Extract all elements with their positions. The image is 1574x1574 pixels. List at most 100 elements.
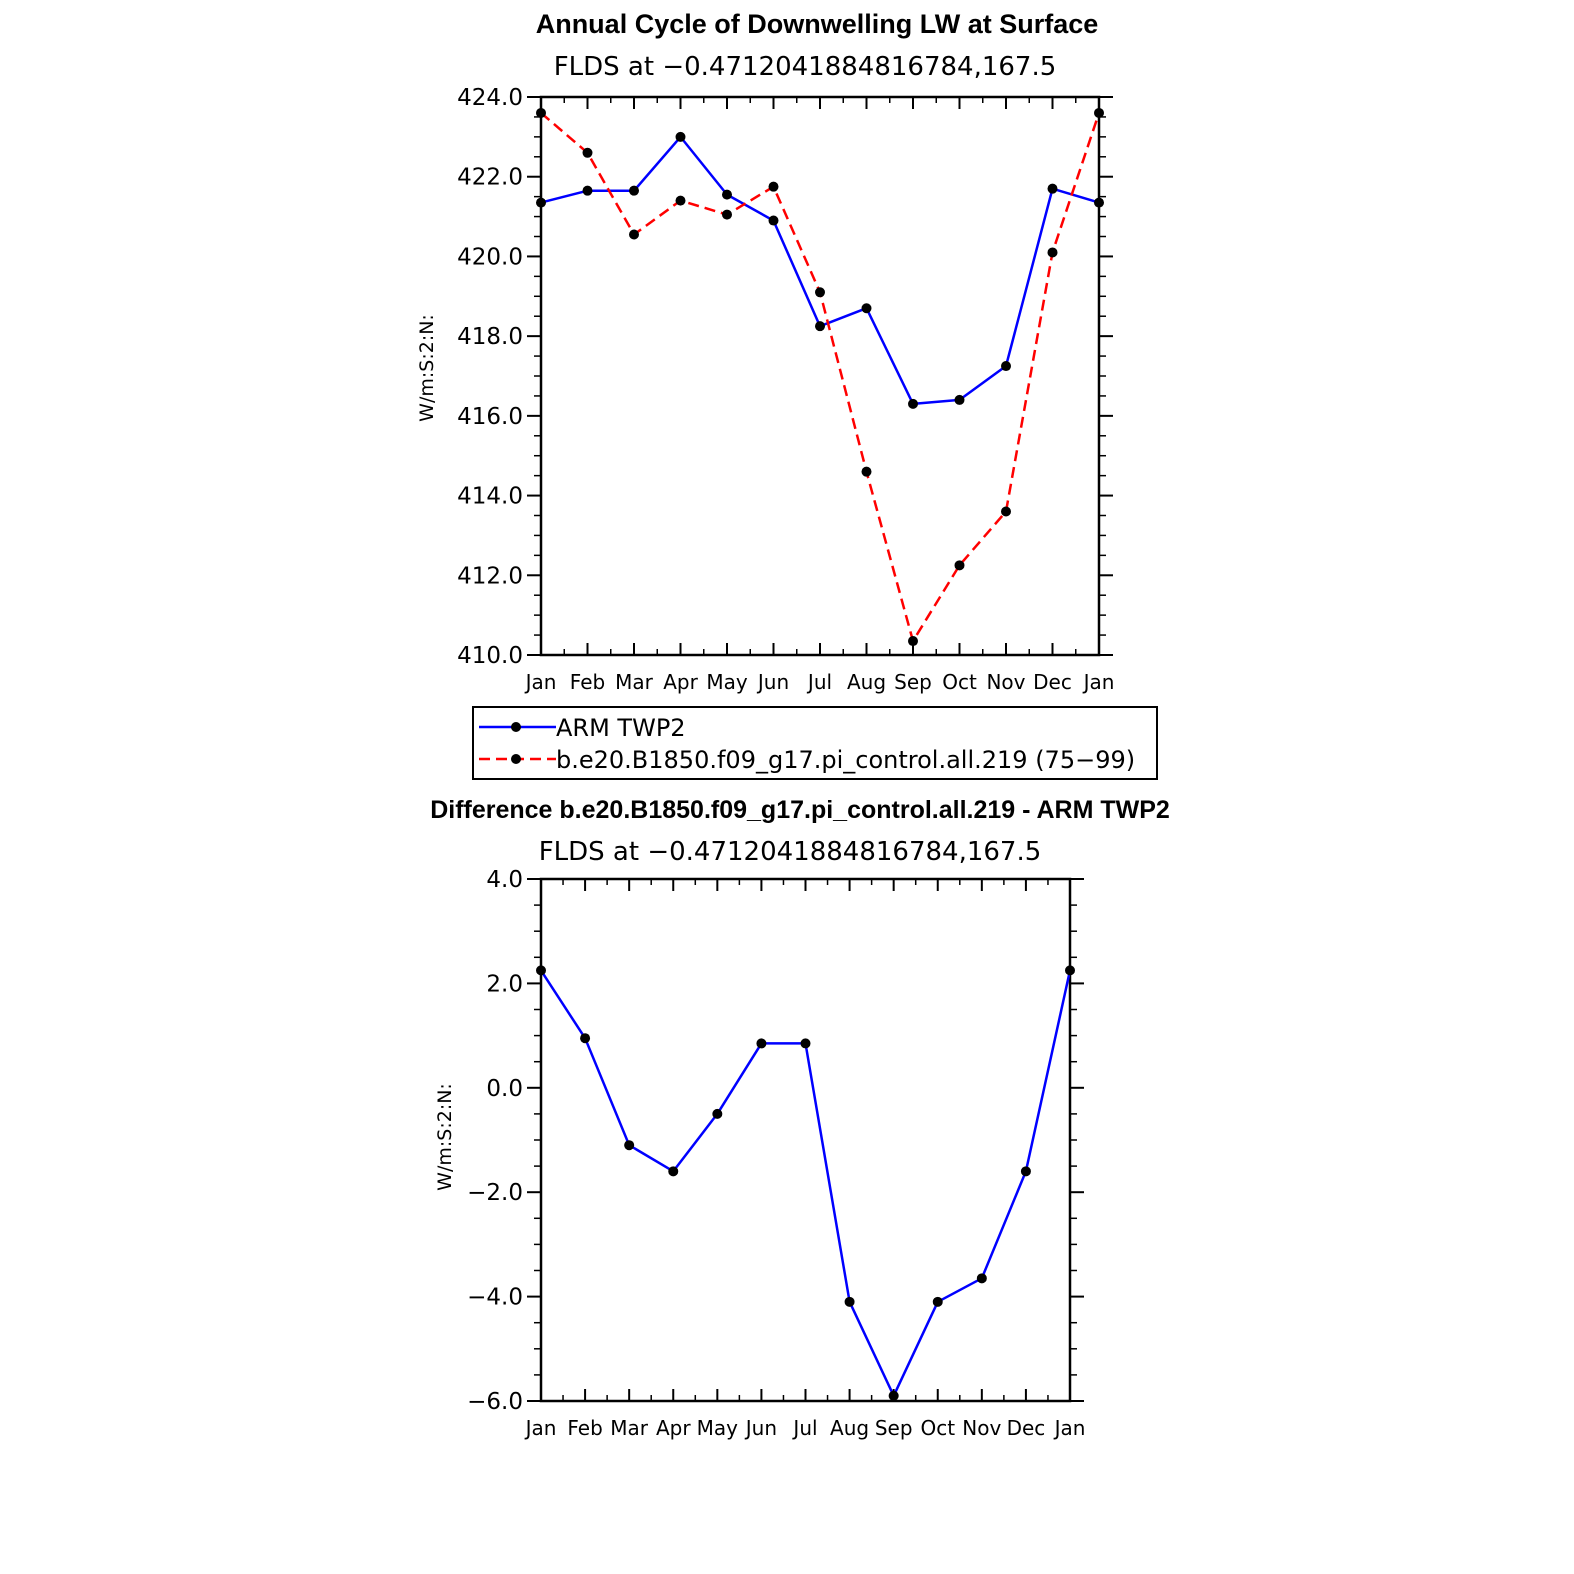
legend: ARM TWP2 b.e20.B1850.f09_g17.pi_control.… [472, 706, 1158, 780]
x-tick-label: Nov [962, 1416, 1001, 1440]
y-tick-label: 4.0 [486, 867, 523, 893]
data-point [768, 215, 779, 226]
x-tick-label: Jan [524, 1416, 557, 1440]
series-line-primary [539, 969, 1072, 1398]
data-point [888, 1390, 899, 1401]
data-point [668, 1166, 679, 1177]
data-point [536, 197, 546, 208]
x-tick-label: Jun [756, 670, 789, 694]
y-tick-label: 422.0 [457, 165, 523, 191]
data-point [1094, 197, 1104, 208]
legend-label-obs: ARM TWP2 [556, 714, 686, 742]
data-point [624, 1140, 635, 1151]
chart-title: Annual Cycle of Downwelling LW at Surfac… [536, 9, 1099, 39]
axes-frame [527, 95, 1113, 657]
x-tick-label: Jan [1082, 670, 1115, 694]
x-tick-label: Nov [986, 670, 1025, 694]
legend-marker-obs [511, 722, 521, 732]
y-tick-label: −6.0 [467, 1389, 523, 1415]
data-point [908, 398, 918, 409]
x-tick-label: Jun [744, 1416, 777, 1440]
chart-subtitle: FLDS at −0.4712041884816784,167.5 [554, 52, 1057, 82]
data-point [954, 560, 965, 571]
data-point [1047, 183, 1058, 194]
data-point [1065, 965, 1075, 976]
series-group [536, 965, 1075, 1401]
tick-labels: Jan Feb Mar Apr May Jun Jul Aug Sep Oct Nov Dec Jan−… [467, 867, 1085, 1440]
data-point [1001, 506, 1011, 517]
data-point [712, 1108, 723, 1119]
y-tick-label: 414.0 [457, 484, 523, 510]
tick-labels: Jan Feb Mar Apr May Jun Jul Aug Sep Oct Nov Dec Jan4… [457, 85, 1114, 694]
x-tick-label: Aug [830, 1416, 869, 1440]
x-tick-label: Apr [663, 670, 698, 694]
data-point [536, 107, 546, 118]
x-tick-label: Feb [570, 670, 605, 694]
legend-label-model: b.e20.B1850.f09_g17.pi_control.all.219 (… [556, 746, 1135, 774]
y-axis-label: W/m:S:2:N: [416, 314, 438, 422]
y-tick-label: 0.0 [486, 1076, 523, 1102]
data-point [861, 303, 872, 314]
data-point [582, 147, 593, 158]
x-tick-label: Jul [791, 1416, 817, 1440]
y-tick-label: 410.0 [457, 643, 523, 669]
annual-cycle-panel: Annual Cycle of Downwelling LW at Surfac… [416, 9, 1114, 694]
y-tick-label: 412.0 [457, 563, 523, 589]
data-point [756, 1038, 767, 1049]
x-tick-label: Apr [656, 1416, 691, 1440]
data-point [800, 1038, 811, 1049]
x-tick-label: Aug [847, 670, 886, 694]
x-tick-label: May [697, 1416, 739, 1440]
series-group [536, 107, 1104, 647]
x-tick-label: Mar [610, 1416, 649, 1440]
x-tick-label: Oct [920, 1416, 955, 1440]
x-tick-label: Dec [1033, 670, 1072, 694]
data-point [932, 1296, 943, 1307]
data-point [976, 1273, 987, 1284]
x-tick-label: May [706, 670, 748, 694]
data-point [844, 1296, 855, 1307]
data-point [861, 466, 872, 477]
data-point [908, 636, 918, 647]
chart-title: Difference b.e20.B1850.f09_g17.pi_contro… [430, 796, 1170, 824]
y-axis-label: W/m:S:2:N: [434, 1083, 456, 1191]
data-point [722, 189, 732, 200]
data-point [815, 321, 825, 332]
y-tick-label: −2.0 [467, 1180, 523, 1206]
data-point [1001, 361, 1011, 372]
y-tick-label: −4.0 [467, 1285, 523, 1311]
y-tick-label: 416.0 [457, 404, 523, 430]
data-point [722, 209, 732, 220]
data-point [768, 181, 779, 192]
data-point [536, 965, 546, 976]
data-point [1020, 1166, 1031, 1177]
y-tick-label: 420.0 [457, 244, 523, 270]
series-line-secondary [540, 111, 1101, 643]
y-tick-label: 2.0 [486, 971, 523, 997]
x-tick-label: Dec [1007, 1416, 1046, 1440]
data-point [675, 195, 686, 206]
x-tick-label: Sep [875, 1416, 913, 1440]
data-point [815, 287, 825, 298]
axes-frame [527, 877, 1084, 1403]
legend-marker-model [511, 754, 521, 764]
difference-panel: Difference b.e20.B1850.f09_g17.pi_contro… [430, 796, 1170, 1440]
x-tick-label: Feb [567, 1416, 602, 1440]
x-tick-label: Mar [615, 670, 654, 694]
plot-frame [539, 95, 1101, 657]
data-point [629, 229, 639, 240]
plot-frame [539, 877, 1072, 1403]
data-point [1094, 107, 1104, 118]
data-point [954, 394, 965, 405]
legend-box [472, 706, 1158, 780]
x-tick-label: Jan [1053, 1416, 1086, 1440]
data-point [580, 1033, 591, 1044]
data-point [675, 131, 686, 142]
x-tick-label: Jan [524, 670, 557, 694]
x-tick-label: Sep [894, 670, 932, 694]
data-point [629, 185, 639, 196]
data-point [582, 185, 593, 196]
chart-subtitle: FLDS at −0.4712041884816784,167.5 [539, 837, 1042, 867]
y-tick-label: 418.0 [457, 324, 523, 350]
